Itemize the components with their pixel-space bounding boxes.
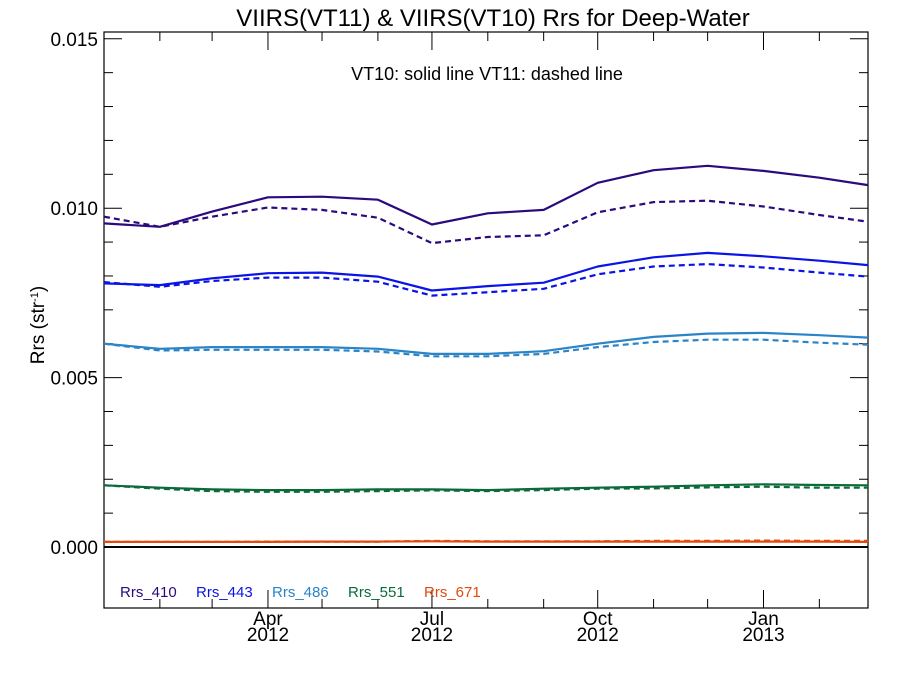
line-style-annotation: VT10: solid line VT11: dashed line — [351, 64, 623, 84]
y-tick-label: 0.015 — [50, 30, 98, 51]
plot-frame — [103, 31, 869, 609]
y-axis-label-superscript: -1 — [29, 292, 41, 302]
series-line-vt11-rrs-671 — [104, 539, 868, 544]
y-axis-label-base: Rrs (str — [28, 301, 49, 364]
legend-entry: Rrs_443 — [196, 584, 253, 601]
legend-entry: Rrs_671 — [424, 584, 481, 601]
y-axis-label-close: ) — [28, 286, 49, 292]
x-tick-label-year: 2012 — [247, 625, 289, 646]
x-tick-label-month: Jan — [748, 609, 779, 630]
series-line-vt11-rrs-410 — [103, 199, 869, 245]
chart-title: VIIRS(VT11) & VIIRS(VT10) Rrs for Deep-W… — [236, 5, 749, 32]
y-tick-label: 0.000 — [50, 538, 98, 559]
series-line-vt11-rrs-443 — [103, 263, 869, 297]
x-tick-label-month: Apr — [253, 609, 283, 630]
legend-entry: Rrs_410 — [120, 584, 177, 601]
series-line-vt10-rrs-486 — [103, 331, 869, 355]
plot-area: 0.0000.0050.0100.015Apr2012Jul2012Oct201… — [50, 30, 869, 646]
series-line-vt10-rrs-410 — [103, 164, 869, 228]
series-line-vt11-rrs-551 — [103, 484, 868, 493]
y-tick-label: 0.010 — [50, 199, 98, 220]
x-tick-label-month: Jul — [420, 609, 444, 630]
y-tick-label: 0.005 — [50, 369, 98, 390]
series-line-vt10-rrs-551 — [103, 483, 869, 492]
x-tick-label-year: 2012 — [577, 625, 619, 646]
x-tick-label-year: 2012 — [411, 625, 453, 646]
x-tick-label-year: 2013 — [742, 625, 784, 646]
legend-entry: Rrs_486 — [272, 584, 329, 601]
legend-entry: Rrs_551 — [348, 584, 405, 601]
x-tick-label-month: Oct — [583, 609, 613, 630]
y-axis-label: Rrs (str-1) — [28, 286, 49, 364]
series-line-vt10-rrs-443 — [103, 251, 869, 292]
series-line-vt11-rrs-486 — [103, 338, 869, 358]
